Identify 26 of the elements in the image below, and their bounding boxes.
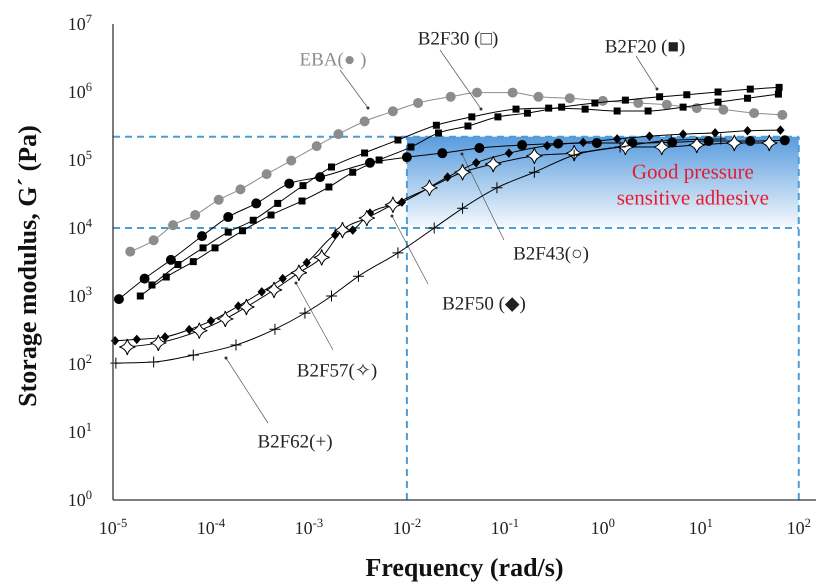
- x-tick-label: 10$^{1}$: [688, 516, 713, 538]
- y-tick-label: 10$^{1}$: [68, 420, 92, 442]
- x-tick-label: 10$^{-1}$: [490, 516, 520, 538]
- text: B2F30 (□): [418, 28, 498, 50]
- text: B2F50 (◆): [442, 294, 526, 314]
- text: B2F57(✧): [296, 360, 378, 382]
- text: EBA(● ): [300, 50, 366, 70]
- text: B2F43(○): [513, 244, 589, 264]
- y-tick-label: 10$^{6}$: [68, 80, 92, 102]
- y-tick-label: 10$^{7}$: [68, 12, 92, 34]
- x-tick-label: 10$^{-5}$: [98, 516, 128, 538]
- x-tick-label: 10$^{-4}$: [196, 516, 226, 538]
- x-tick-label: 10$^{2}$: [786, 516, 811, 538]
- x-tick-label: 10$^{-2}$: [392, 516, 422, 538]
- band-label: Good pressure sensitive adhesive: [616, 159, 769, 210]
- y-tick-label: 10$^{3}$: [68, 284, 92, 306]
- y-tick-label: 10$^{0}$: [68, 488, 92, 510]
- y-axis-title: Storage modulus, G´ (Pa): [13, 125, 42, 407]
- y-tick-label: 10$^{5}$: [68, 148, 92, 170]
- x-axis-title: Frequency (rad/s): [365, 553, 564, 582]
- x-tick-label: 10$^{0}$: [590, 516, 615, 538]
- y-tick-label: 10$^{4}$: [68, 216, 93, 238]
- series-label: B2F20 (■): [604, 36, 686, 58]
- y-tick-label: 10$^{2}$: [68, 352, 92, 374]
- x-tick-label: 10$^{-3}$: [294, 516, 324, 538]
- text: B2F62(+): [257, 432, 333, 452]
